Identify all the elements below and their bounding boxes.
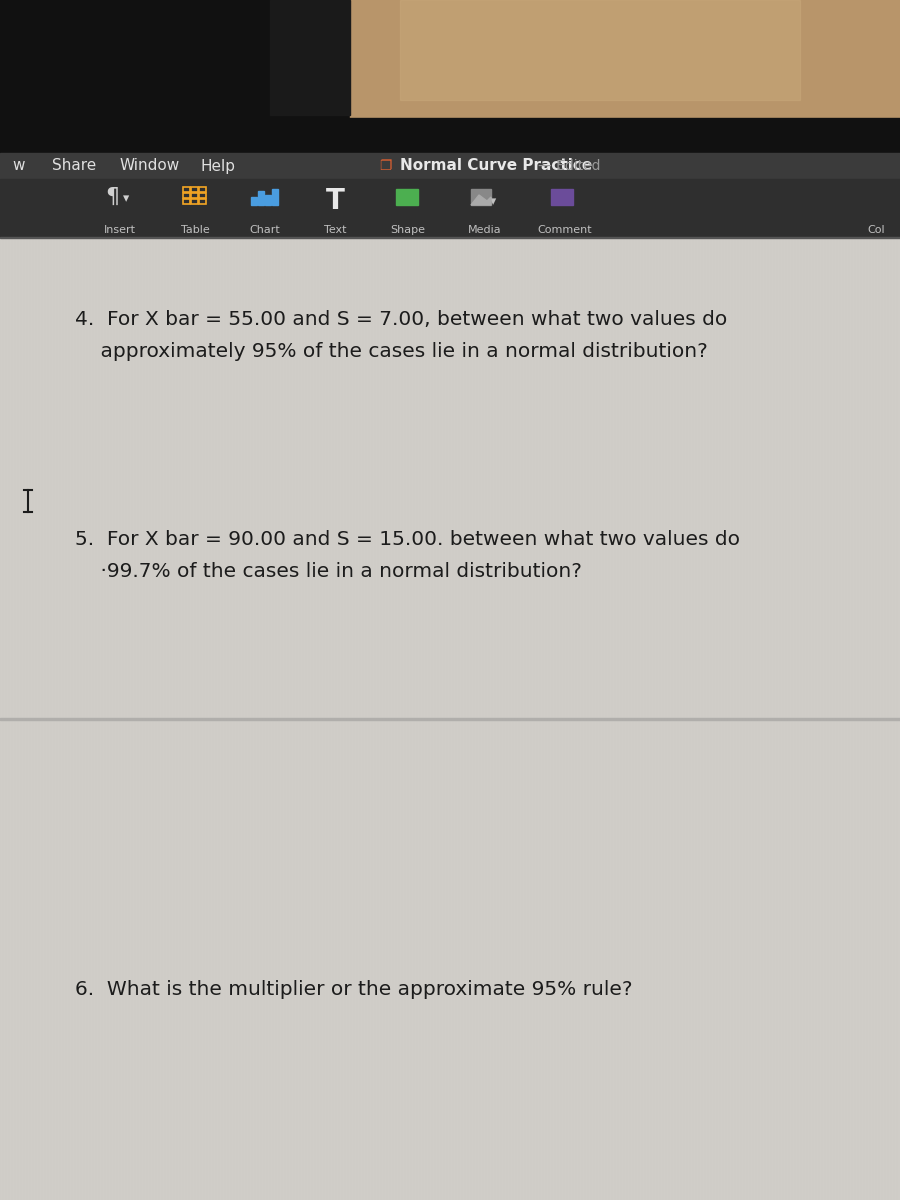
Bar xyxy=(0,152,900,179)
Text: Col: Col xyxy=(868,226,885,235)
Text: ▾: ▾ xyxy=(490,194,496,208)
Bar xyxy=(0,0,900,150)
Text: Help: Help xyxy=(200,158,235,174)
Text: 6.  What is the multiplier or the approximate 95% rule?: 6. What is the multiplier or the approxi… xyxy=(75,980,633,998)
Bar xyxy=(258,191,264,205)
Text: Comment: Comment xyxy=(537,226,592,235)
Text: Window: Window xyxy=(120,158,180,174)
Bar xyxy=(199,193,206,198)
Bar xyxy=(191,187,198,192)
Text: ¶: ¶ xyxy=(105,187,119,206)
Bar xyxy=(183,199,190,204)
Bar xyxy=(0,718,900,720)
Bar xyxy=(272,188,278,205)
Bar xyxy=(396,188,418,205)
Text: 4.  For X bar = 55.00 and S = 7.00, between what two values do: 4. For X bar = 55.00 and S = 7.00, betwe… xyxy=(75,310,727,329)
Text: Table: Table xyxy=(181,226,210,235)
Bar xyxy=(191,193,198,198)
Bar xyxy=(350,0,900,120)
Bar xyxy=(183,187,190,192)
Bar xyxy=(265,194,271,205)
Text: ❐: ❐ xyxy=(379,158,392,173)
Bar xyxy=(0,179,900,236)
Text: Share: Share xyxy=(52,158,96,174)
Bar xyxy=(551,188,573,205)
Bar xyxy=(400,0,800,100)
Text: — Edited: — Edited xyxy=(538,158,600,173)
Text: Chart: Chart xyxy=(249,226,281,235)
Text: Normal Curve Practice: Normal Curve Practice xyxy=(400,158,592,174)
Text: w: w xyxy=(12,158,24,174)
Text: Text: Text xyxy=(324,226,346,235)
Text: ▾: ▾ xyxy=(123,192,129,205)
Bar xyxy=(199,199,206,204)
Text: T: T xyxy=(326,187,345,215)
Bar xyxy=(270,0,350,115)
Text: 5.  For X bar = 90.00 and S = 15.00. between what two values do: 5. For X bar = 90.00 and S = 15.00. betw… xyxy=(75,530,740,550)
Bar xyxy=(0,238,900,1200)
Bar xyxy=(471,188,491,205)
Bar xyxy=(191,199,198,204)
Text: approximately 95% of the cases lie in a normal distribution?: approximately 95% of the cases lie in a … xyxy=(75,342,707,361)
Text: Insert: Insert xyxy=(104,226,136,235)
Text: ·99.7% of the cases lie in a normal distribution?: ·99.7% of the cases lie in a normal dist… xyxy=(75,562,582,581)
Bar xyxy=(251,197,257,205)
Text: Media: Media xyxy=(468,226,502,235)
Bar xyxy=(0,118,900,152)
Text: Shape: Shape xyxy=(391,226,426,235)
Bar xyxy=(183,193,190,198)
Polygon shape xyxy=(471,194,491,205)
Bar xyxy=(199,187,206,192)
